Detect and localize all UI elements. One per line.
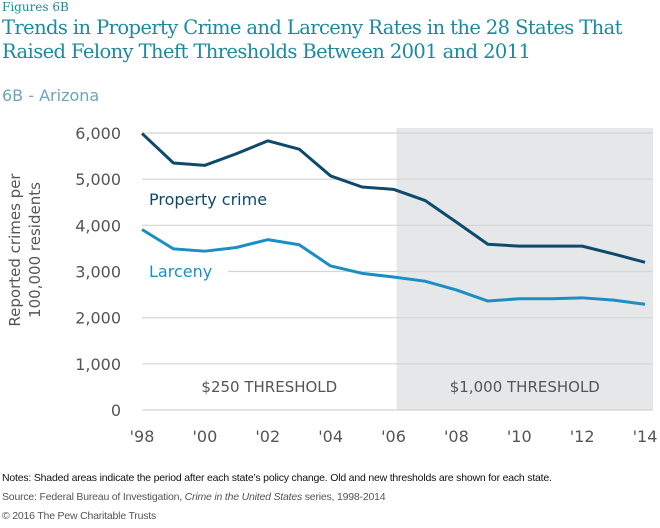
period-labels: $250 THRESHOLD $1,000 THRESHOLD <box>201 378 599 396</box>
gridlines <box>142 132 653 411</box>
y-axis-label-line-1: Reported crimes per <box>6 173 24 327</box>
series-lines <box>140 132 646 306</box>
y-tick-label: 2,000 <box>75 309 121 328</box>
period-label-old-threshold: $250 THRESHOLD <box>201 378 337 396</box>
x-tick-label: '14 <box>633 427 658 446</box>
source-suffix: series, 1998-2014 <box>302 491 386 503</box>
series-labels: Property crime Larceny <box>149 190 267 281</box>
x-tick-label: '00 <box>192 427 217 446</box>
x-tick-label: '10 <box>507 427 532 446</box>
line-chart: 0 1,000 2,000 3,000 4,000 5,000 6,000 '98 '00 '0… <box>6 124 658 446</box>
chart-source: Source: Federal Bureau of Investigation,… <box>2 491 386 503</box>
y-tick-label: 6,000 <box>75 124 121 143</box>
x-tick-label: '08 <box>444 427 469 446</box>
source-prefix: Source: Federal Bureau of Investigation, <box>2 491 185 503</box>
x-tick-label: '02 <box>255 427 280 446</box>
x-tick-label: '98 <box>130 427 155 446</box>
copyright: © 2016 The Pew Charitable Trusts <box>2 510 157 522</box>
figure-label: Figures 6B <box>2 0 69 14</box>
chart-notes: Notes: Shaded areas indicate the period … <box>2 472 552 484</box>
series-label-larceny: Larceny <box>149 262 212 281</box>
series-label-property-crime: Property crime <box>149 190 267 209</box>
shade-layer <box>396 128 653 410</box>
chart-title: Trends in Property Crime and Larceny Rat… <box>2 16 623 63</box>
y-tick-label: 0 <box>111 401 121 420</box>
period-label-new-threshold: $1,000 THRESHOLD <box>450 378 600 396</box>
y-axis-ticks: 0 1,000 2,000 3,000 4,000 5,000 6,000 <box>75 124 121 420</box>
y-tick-label: 5,000 <box>75 170 121 189</box>
y-tick-label: 3,000 <box>75 263 121 282</box>
y-tick-label: 4,000 <box>75 216 121 235</box>
x-tick-label: '12 <box>570 427 595 446</box>
x-tick-label: '04 <box>318 427 343 446</box>
chart-subtitle: 6B - Arizona <box>2 86 100 105</box>
y-axis-label-line-2: 100,000 residents <box>26 182 44 318</box>
x-axis-ticks: '98 '00 '02 '04 '06 '08 '10 '12 '14 <box>130 427 658 446</box>
y-tick-label: 1,000 <box>75 355 121 374</box>
shaded-period-region <box>396 128 653 410</box>
source-publication: Crime in the United States <box>184 491 303 503</box>
y-axis-label: Reported crimes per 100,000 residents <box>6 173 44 327</box>
x-tick-label: '06 <box>381 427 406 446</box>
